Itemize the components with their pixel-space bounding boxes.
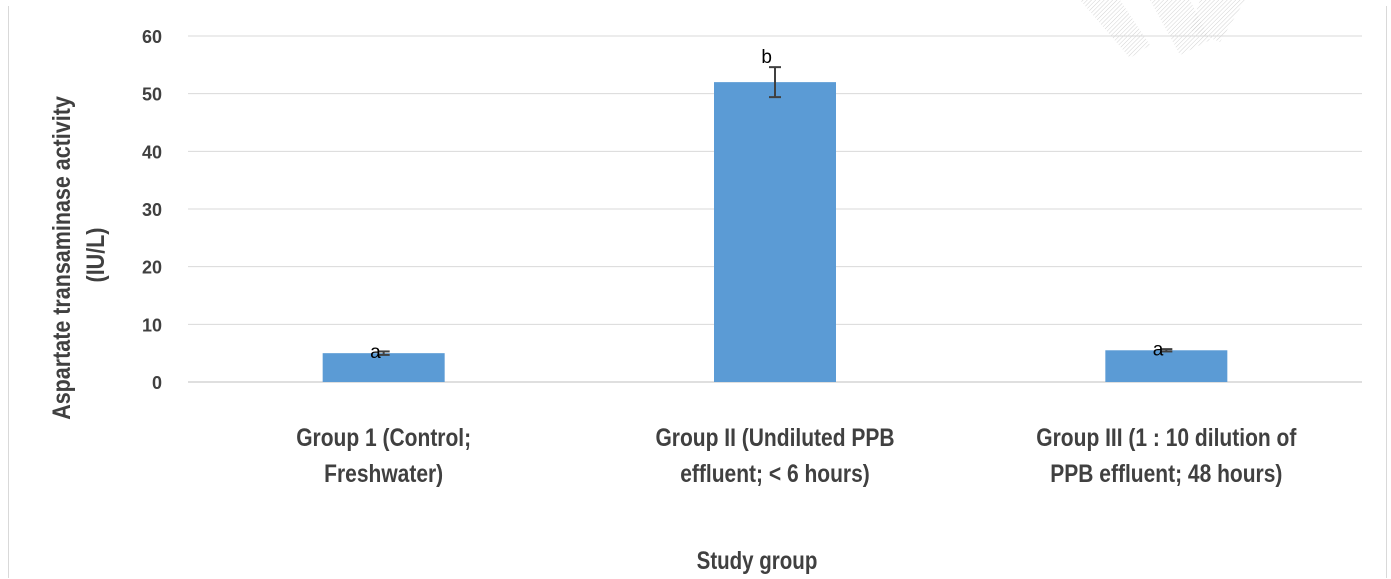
error-bar (1160, 348, 1173, 353)
y-axis-title: Aspartate transaminase activity (IU/L) (47, 90, 109, 420)
x-category-labels: Group 1 (Control; Freshwater) Group II (Un… (296, 423, 1296, 487)
bars (322, 82, 1228, 382)
y-tick-label: 40 (142, 142, 162, 162)
x-axis-title: Study group (697, 546, 818, 574)
x-category-label: Group III (1 : 10 dilution of PPB effluen… (1036, 423, 1296, 487)
error-bar (377, 350, 390, 356)
error-bar (769, 66, 781, 99)
y-tick-label: 0 (152, 373, 162, 393)
y-axis-title-line-2: (IU/L) (81, 228, 109, 283)
x-category-label: Group 1 (Control; Freshwater) (296, 423, 471, 487)
y-tick-labels: 0 10 20 30 40 50 60 (142, 27, 162, 393)
chart-frame (8, 6, 1387, 578)
watermark-hatch (1080, 0, 1245, 58)
significance-label: a (1153, 339, 1164, 360)
x-category-label: Group II (Undiluted PPB effluent; < 6 hou… (655, 423, 894, 487)
error-bars (377, 66, 1173, 356)
significance-labels: a b a (370, 47, 1164, 363)
y-tick-label: 10 (142, 315, 162, 335)
y-tick-label: 50 (142, 85, 162, 105)
significance-label: b (761, 47, 772, 68)
bar (1105, 350, 1228, 382)
y-axis-title-line-1: Aspartate transaminase activity (47, 96, 75, 420)
significance-label: a (370, 342, 381, 363)
y-tick-label: 30 (142, 200, 162, 220)
y-tick-label: 20 (142, 258, 162, 278)
bar (714, 82, 836, 382)
y-tick-label: 60 (142, 27, 162, 47)
bar (322, 353, 445, 382)
